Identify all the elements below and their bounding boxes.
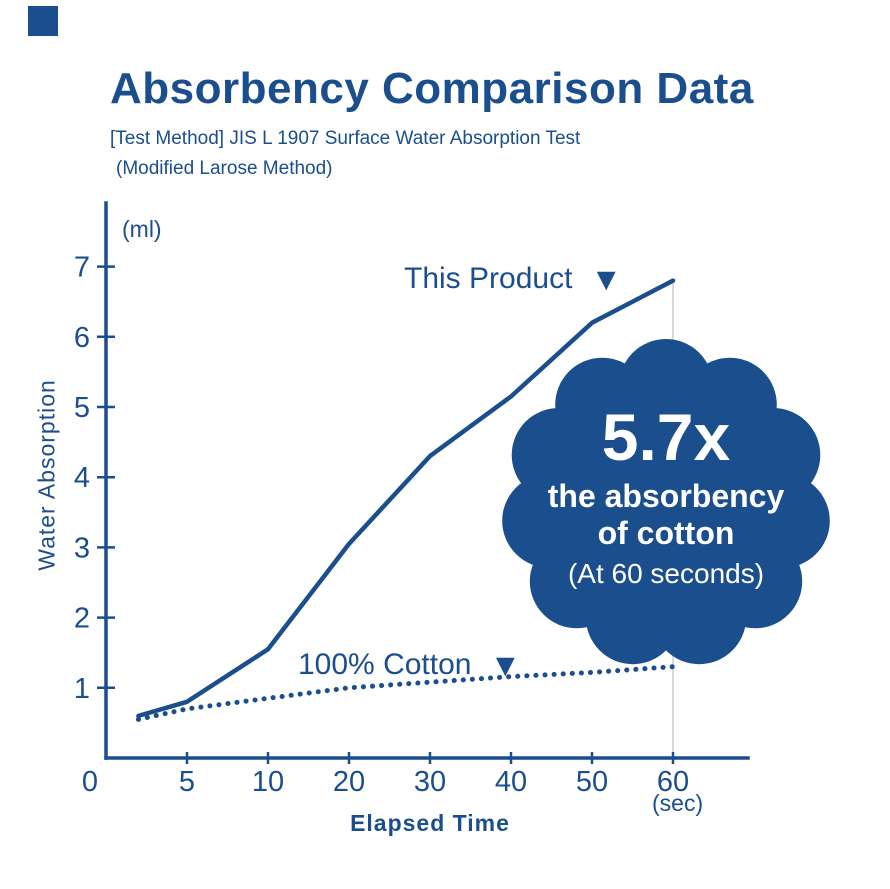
svg-text:40: 40 <box>495 766 527 798</box>
series-line-product <box>136 278 676 719</box>
x-axis-unit-label: (sec) <box>652 790 704 816</box>
x-axis-ticks: 0 5 10 20 30 40 50 60 <box>82 752 689 798</box>
badge-line3: of cotton <box>597 514 735 551</box>
test-method-line1: [Test Method] JIS L 1907 Surface Water A… <box>110 128 581 149</box>
svg-text:60: 60 <box>657 766 689 798</box>
svg-text:7: 7 <box>74 252 90 284</box>
absorbency-badge: 5.7x the absorbency of cotton (At 60 sec… <box>499 404 833 592</box>
y-axis-unit-label: (ml) <box>122 216 162 242</box>
badge-line2: the absorbency <box>547 478 785 514</box>
down-arrow-icon: ▼ <box>489 647 522 683</box>
this-product-label-text: This Product <box>404 262 573 295</box>
corner-brand-square <box>28 6 58 36</box>
svg-text:4: 4 <box>74 462 90 494</box>
page-title: Absorbency Comparison Data <box>110 64 754 113</box>
down-arrow-icon: ▼ <box>590 261 623 297</box>
svg-text:0: 0 <box>82 766 98 798</box>
x-axis-title: Elapsed Time <box>350 810 510 836</box>
series-line-cotton <box>135 664 676 722</box>
svg-text:5: 5 <box>74 392 90 424</box>
svg-text:10: 10 <box>252 766 284 798</box>
badge-cloud-shape <box>502 339 830 665</box>
svg-text:3: 3 <box>74 532 90 564</box>
svg-text:30: 30 <box>414 766 446 798</box>
y-axis-ticks: 1 2 3 4 5 6 7 <box>74 252 115 705</box>
series-label-cotton: 100% Cotton ▼ <box>298 648 521 682</box>
svg-text:5: 5 <box>179 766 195 798</box>
svg-text:6: 6 <box>74 322 90 354</box>
svg-text:2: 2 <box>74 603 90 635</box>
badge-line4: (At 60 seconds) <box>567 557 765 589</box>
cotton-label-text: 100% Cotton <box>298 648 472 681</box>
series-label-this-product: This Product ▼ <box>404 262 622 296</box>
svg-text:20: 20 <box>333 766 365 798</box>
svg-text:1: 1 <box>74 673 90 705</box>
svg-text:50: 50 <box>576 766 608 798</box>
test-method-line2: (Modified Larose Method) <box>116 158 333 179</box>
badge-multiplier: 5.7x <box>601 400 731 474</box>
y-axis-title: Water Absorption <box>33 379 60 571</box>
